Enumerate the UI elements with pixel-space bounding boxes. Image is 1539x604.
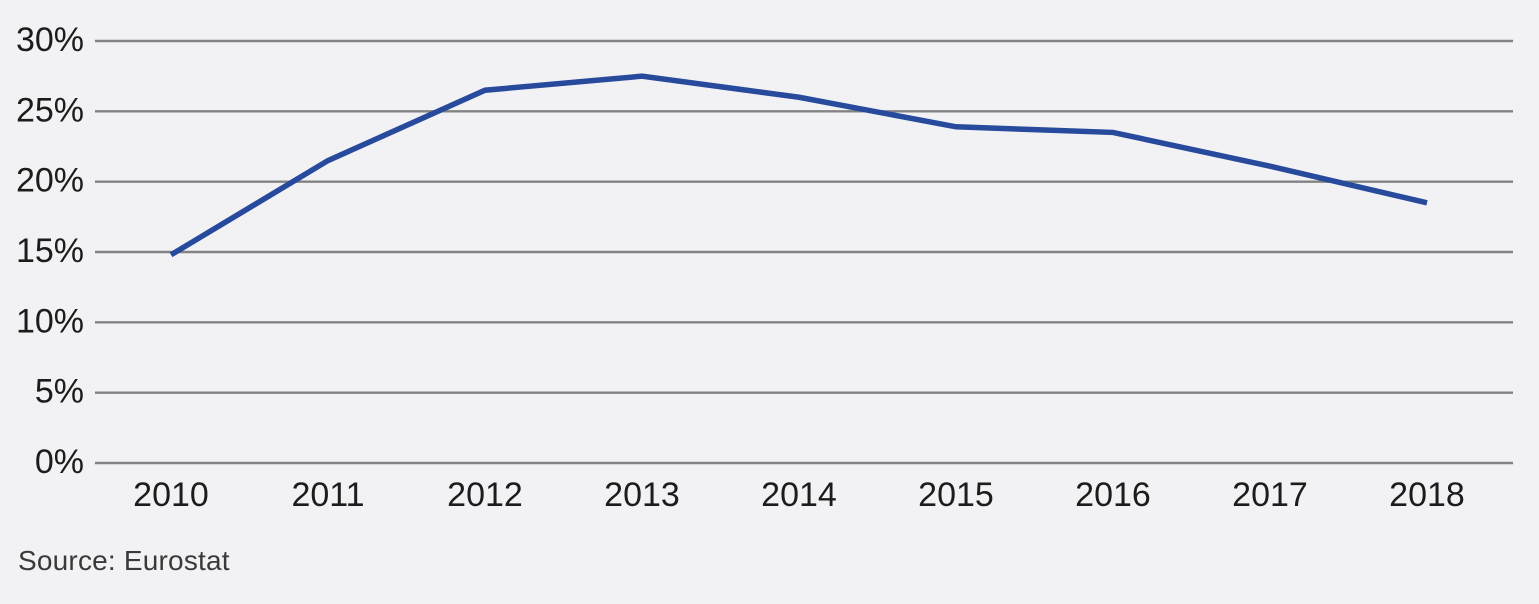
- y-axis-tick-label: 20%: [16, 162, 84, 200]
- x-axis-tick-label-2015: 2015: [918, 476, 994, 514]
- y-axis-tick-label: 15%: [16, 232, 84, 270]
- y-axis-tick-label: 5%: [35, 373, 84, 411]
- x-axis-tick-label-2010: 2010: [133, 476, 209, 514]
- x-axis-tick-label-2014: 2014: [761, 476, 837, 514]
- x-axis-tick-label-2012: 2012: [447, 476, 523, 514]
- y-axis-tick-label: 10%: [16, 302, 84, 340]
- source-label: Source: Eurostat: [18, 545, 230, 576]
- x-axis-tick-label-2013: 2013: [604, 476, 680, 514]
- y-axis-tick-label: 25%: [16, 91, 84, 129]
- data-line-rate: [169, 73, 1428, 258]
- x-axis-tick-label-2016: 2016: [1075, 476, 1151, 514]
- x-axis-tick-label-2011: 2011: [291, 476, 364, 514]
- y-axis-tick-label: 0%: [35, 443, 84, 481]
- y-axis-tick-label: 30%: [16, 21, 84, 59]
- x-axis-tick-label-2017: 2017: [1232, 476, 1308, 514]
- x-axis-tick-label-2018: 2018: [1389, 476, 1465, 514]
